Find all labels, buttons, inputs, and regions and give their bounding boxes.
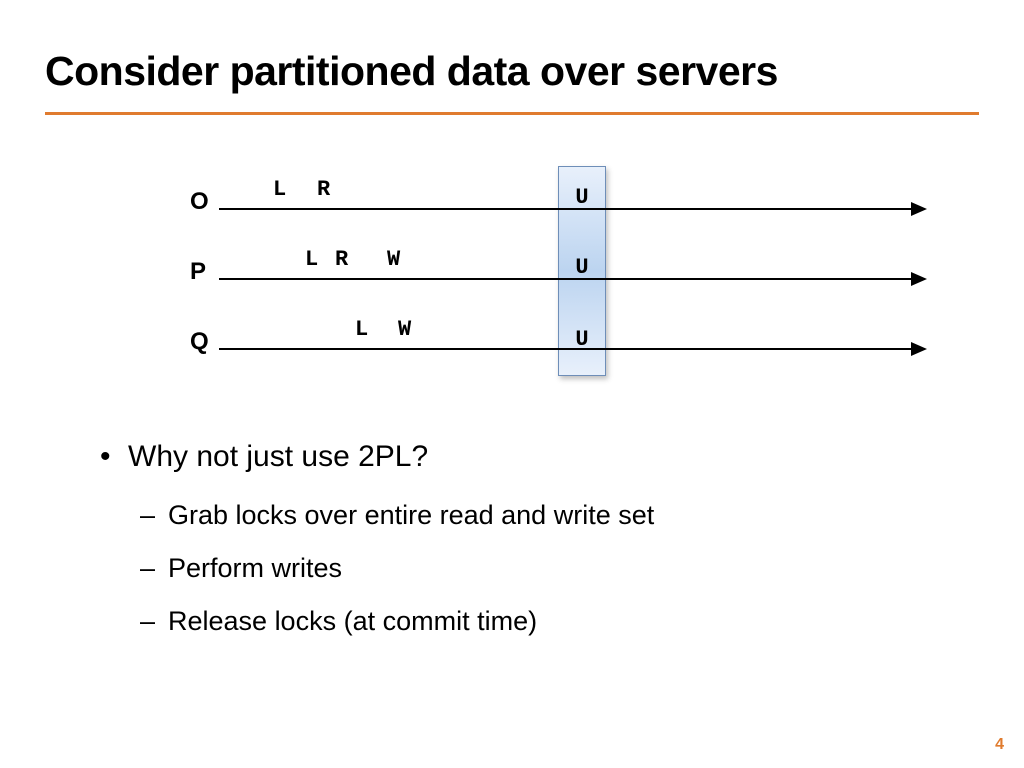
timeline-arrow-line	[219, 348, 914, 350]
unlock-region-box: U U U	[558, 166, 606, 376]
bullet-level-2: Release locks (at commit time)	[140, 606, 940, 637]
timeline-arrow-head-icon	[911, 272, 927, 286]
op-label: W	[398, 317, 411, 342]
timeline-label: P	[190, 258, 206, 286]
op-label: L	[355, 317, 368, 342]
op-label: R	[335, 247, 348, 272]
timeline-diagram: U U U O L R P L R W Q L W	[195, 160, 955, 390]
op-label: W	[387, 247, 400, 272]
slide-title: Consider partitioned data over servers	[45, 48, 778, 95]
bullet-level-2: Perform writes	[140, 553, 940, 584]
timeline-arrow-line	[219, 278, 914, 280]
unlock-label: U	[559, 185, 605, 210]
bullet-level-1: Why not just use 2PL?	[100, 440, 940, 474]
timeline-label: O	[190, 188, 209, 216]
op-label: R	[317, 177, 330, 202]
slide: Consider partitioned data over servers U…	[0, 0, 1024, 768]
page-number: 4	[995, 736, 1004, 754]
bullet-level-2: Grab locks over entire read and write se…	[140, 500, 940, 531]
timeline-arrow-line	[219, 208, 914, 210]
timeline-arrow-head-icon	[911, 342, 927, 356]
bullet-list: Why not just use 2PL? Grab locks over en…	[100, 440, 940, 659]
op-label: L	[305, 247, 318, 272]
op-label: L	[273, 177, 286, 202]
timeline-label: Q	[190, 328, 209, 356]
unlock-label: U	[559, 255, 605, 280]
timeline-arrow-head-icon	[911, 202, 927, 216]
title-underline	[45, 112, 979, 115]
